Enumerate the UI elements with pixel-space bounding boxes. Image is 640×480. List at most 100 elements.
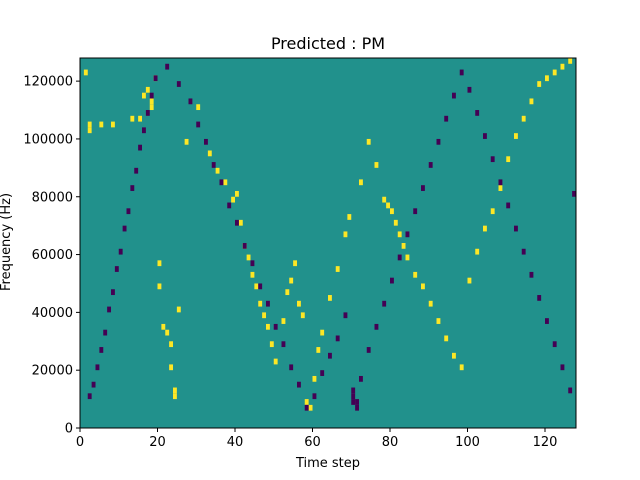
heatmap-cell-positive: [328, 295, 332, 301]
heatmap-cell-negative: [103, 329, 108, 336]
heatmap-cell-positive: [490, 208, 495, 215]
heatmap-cell-positive: [308, 404, 313, 411]
heatmap-cell-negative: [114, 266, 119, 272]
heatmap-cell-positive: [254, 283, 259, 290]
heatmap-cell-positive: [231, 196, 236, 203]
heatmap-cell-positive: [285, 289, 290, 296]
heatmap-cell-negative: [320, 370, 325, 376]
heatmap-cell-positive: [281, 318, 286, 324]
heatmap-cell-negative: [498, 179, 503, 186]
chart-title: Predicted : PM: [271, 34, 385, 53]
plot-frame: [79, 57, 577, 429]
y-tick-label: 20000: [32, 364, 73, 379]
heatmap-cell-negative: [122, 225, 127, 232]
heatmap-cell-negative: [382, 300, 387, 307]
heatmap-cell-negative: [490, 156, 495, 163]
heatmap-cell-positive: [157, 260, 162, 267]
heatmap-cell-positive: [173, 393, 177, 400]
heatmap-cell-negative: [188, 98, 193, 105]
heatmap-cell-positive: [223, 179, 228, 186]
heatmap-cell-positive: [99, 121, 104, 128]
y-tick-label: 100000: [23, 132, 73, 147]
heatmap-cell-negative: [107, 306, 112, 313]
x-tick-label: 60: [304, 435, 321, 450]
x-tick-label: 100: [455, 435, 480, 450]
heatmap-cell-negative: [506, 202, 511, 209]
heatmap-cell-positive: [514, 133, 518, 139]
heatmap-cell-positive: [545, 75, 549, 82]
heatmap-cell-negative: [312, 393, 317, 400]
heatmap-cell-positive: [386, 202, 391, 209]
heatmap-cell-positive: [421, 283, 425, 290]
heatmap-cell-negative: [374, 323, 379, 330]
heatmap-cell-negative: [452, 92, 456, 99]
heatmap-cell-positive: [498, 185, 503, 191]
y-axis-label: Frequency (Hz): [0, 193, 14, 291]
heatmap-cell-positive: [87, 121, 92, 128]
heatmap-cell-negative: [359, 375, 363, 382]
heatmap-cell-negative: [560, 364, 565, 371]
heatmap-cell-negative: [529, 271, 534, 278]
heatmap-cell-positive: [269, 341, 274, 348]
x-axis-label: Time step: [295, 456, 360, 471]
heatmap-cell-negative: [91, 381, 96, 388]
heatmap-cell-positive: [560, 63, 565, 70]
heatmap-cell-negative: [572, 190, 577, 197]
heatmap-cell-negative: [99, 347, 104, 353]
heatmap-cell-positive: [300, 312, 305, 319]
heatmap-cell-negative: [355, 399, 360, 405]
heatmap-cell-positive: [428, 300, 433, 307]
plot-area: [80, 58, 577, 428]
heatmap-cell-negative: [444, 115, 449, 122]
heatmap-cell-positive: [568, 58, 573, 64]
heatmap-cell-positive: [452, 352, 456, 359]
y-axis: 0 20000 40000 60000 80000 100000 120000: [23, 75, 80, 437]
heatmap-cell-positive: [459, 364, 464, 371]
heatmap-cell-positive: [397, 231, 402, 238]
heatmap-cell-positive: [347, 214, 352, 220]
heatmap-cell-negative: [149, 92, 154, 99]
heatmap-cell-negative: [145, 110, 150, 116]
heatmap-cell-positive: [169, 364, 174, 371]
x-tick-label: 20: [149, 435, 166, 450]
heatmap-cell-negative: [266, 300, 270, 307]
heatmap-cell-positive: [169, 341, 174, 348]
heatmap-cell-negative: [196, 121, 201, 128]
heatmap-cell-positive: [157, 283, 162, 290]
heatmap-cell-positive: [262, 312, 267, 319]
heatmap-cell-positive: [316, 347, 321, 353]
heatmap-cell-positive: [130, 115, 135, 122]
heatmap-cell-negative: [568, 387, 573, 394]
heatmap-cell-negative: [351, 399, 356, 405]
heatmap-cell-negative: [552, 341, 557, 348]
heatmap-cell-negative: [273, 323, 278, 330]
heatmap-cell-negative: [138, 144, 143, 151]
heatmap-cell-negative: [227, 202, 232, 209]
heatmap-cell-positive: [401, 243, 406, 249]
heatmap-cell-negative: [204, 138, 208, 145]
heatmap-cell-negative: [118, 248, 123, 255]
heatmap-cell-positive: [83, 69, 88, 76]
heatmap-cell-positive: [374, 162, 379, 168]
heatmap-cell-positive: [320, 329, 325, 336]
y-tick-label: 120000: [23, 75, 73, 90]
heatmap-cell-negative: [351, 393, 356, 400]
heatmap-cell-negative: [211, 162, 216, 168]
heatmap-cell-positive: [87, 127, 92, 134]
heatmap-cell-positive: [335, 266, 340, 272]
y-tick-label: 0: [65, 422, 73, 437]
heatmap-cell-positive: [145, 86, 150, 93]
x-tick-label: 120: [533, 435, 558, 450]
heatmap-cell-positive: [359, 179, 363, 186]
heatmap-cell-negative: [397, 254, 402, 261]
heatmap-cell-positive: [184, 138, 189, 145]
heatmap-cell-positive: [142, 92, 146, 99]
heatmap-cell-negative: [366, 347, 371, 353]
heatmap-cell-positive: [467, 277, 472, 284]
heatmap-cell-positive: [235, 190, 239, 197]
heatmap-cell-negative: [343, 312, 348, 319]
heatmap-cell-negative: [87, 393, 92, 400]
heatmap-cell-positive: [405, 254, 410, 261]
heatmap-cell-negative: [428, 162, 433, 168]
